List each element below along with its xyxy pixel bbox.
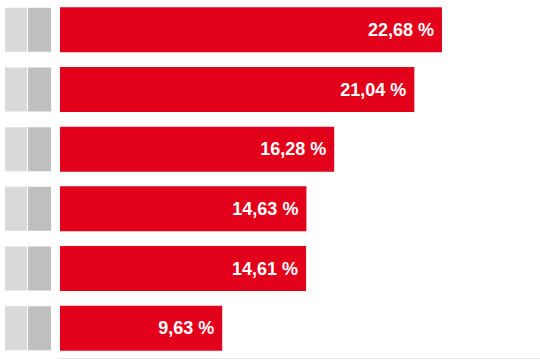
- svg-text:21,04 %: 21,04 %: [340, 80, 406, 100]
- svg-text:14,61 %: 14,61 %: [232, 259, 298, 279]
- svg-text:9,63 %: 9,63 %: [158, 318, 214, 338]
- svg-text:16,28 %: 16,28 %: [260, 139, 326, 159]
- svg-text:22,68 %: 22,68 %: [368, 20, 434, 40]
- svg-text:14,63 %: 14,63 %: [232, 199, 298, 219]
